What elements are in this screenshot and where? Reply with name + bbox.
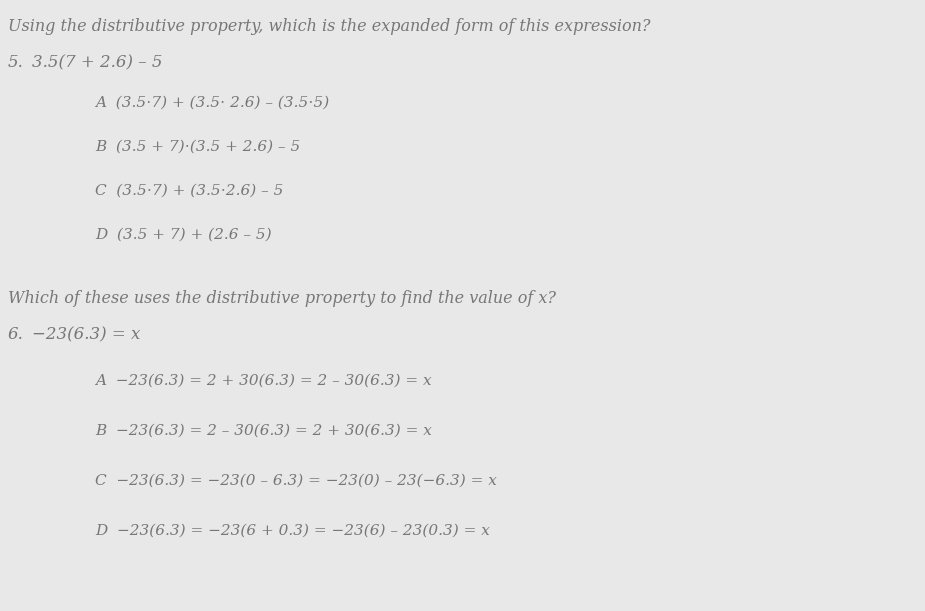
Text: −23(6.3) = x: −23(6.3) = x bbox=[32, 326, 141, 343]
Text: D  −23(6.3) = −23(6 + 0.3) = −23(6) – 23(0.3) = x: D −23(6.3) = −23(6 + 0.3) = −23(6) – 23(… bbox=[95, 524, 490, 538]
Text: D  (3.5 + 7) + (2.6 – 5): D (3.5 + 7) + (2.6 – 5) bbox=[95, 228, 272, 242]
Text: Which of these uses the distributive property to find the value of x?: Which of these uses the distributive pro… bbox=[8, 290, 556, 307]
Text: 6.: 6. bbox=[8, 326, 24, 343]
Text: B  −23(6.3) = 2 – 30(6.3) = 2 + 30(6.3) = x: B −23(6.3) = 2 – 30(6.3) = 2 + 30(6.3) =… bbox=[95, 424, 432, 438]
Text: A  (3.5⋅7) + (3.5⋅ 2.6) – (3.5⋅5): A (3.5⋅7) + (3.5⋅ 2.6) – (3.5⋅5) bbox=[95, 96, 329, 110]
Text: B  (3.5 + 7)⋅(3.5 + 2.6) – 5: B (3.5 + 7)⋅(3.5 + 2.6) – 5 bbox=[95, 140, 301, 154]
Text: C  (3.5⋅7) + (3.5⋅2.6) – 5: C (3.5⋅7) + (3.5⋅2.6) – 5 bbox=[95, 184, 283, 198]
Text: A  −23(6.3) = 2 + 30(6.3) = 2 – 30(6.3) = x: A −23(6.3) = 2 + 30(6.3) = 2 – 30(6.3) =… bbox=[95, 374, 432, 388]
Text: 3.5(7 + 2.6) – 5: 3.5(7 + 2.6) – 5 bbox=[32, 54, 163, 71]
Text: C  −23(6.3) = −23(0 – 6.3) = −23(0) – 23(−6.3) = x: C −23(6.3) = −23(0 – 6.3) = −23(0) – 23(… bbox=[95, 474, 497, 488]
Text: Using the distributive property, which is the expanded form of this expression?: Using the distributive property, which i… bbox=[8, 18, 650, 35]
Text: 5.: 5. bbox=[8, 54, 24, 71]
